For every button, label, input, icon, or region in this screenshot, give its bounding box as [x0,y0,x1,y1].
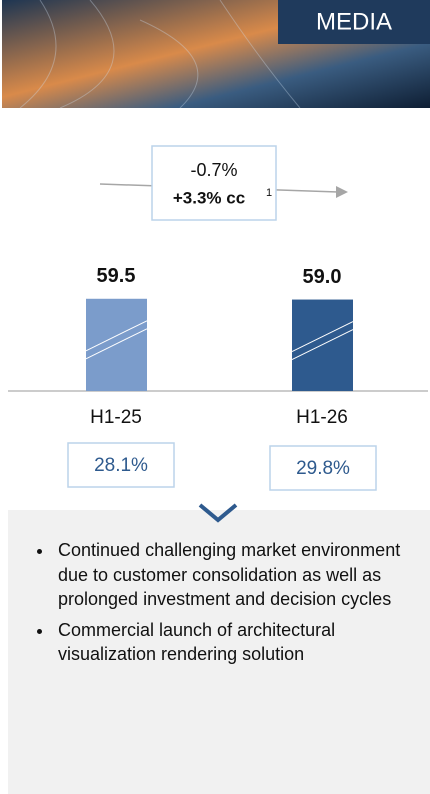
bullet-list: Continued challenging market environment… [26,538,430,673]
growth-box [151,145,277,221]
bar-hatch [291,329,354,360]
bar [292,299,353,391]
bullet-panel [8,510,430,794]
bullet: Commercial launch of architectural visua… [54,618,430,667]
x-tick-label: H1-26 [296,407,348,428]
margin-label: 28.1% [94,455,148,476]
growth-cc: +3.3% cc [173,188,245,207]
value-label: 59.5 [97,265,136,287]
header-lines [19,0,301,109]
margin-label: 29.8% [296,458,350,479]
bar-hatch [291,321,354,352]
margin-box [269,445,377,491]
x-tick-label: H1-25 [90,407,142,428]
margin-box [67,442,175,488]
arrow-head [336,186,348,198]
growth-change: -0.7% [190,160,237,180]
bar-hatch [85,328,148,360]
chevron [198,503,238,523]
footnote-mark: 1 [266,187,272,199]
header-title: MEDIA [316,8,392,35]
bar [86,298,147,391]
value-label: 59.0 [303,266,342,288]
header-label-box [278,0,430,44]
bar-hatch [85,320,148,352]
bullet: Continued challenging market environment… [54,538,430,612]
